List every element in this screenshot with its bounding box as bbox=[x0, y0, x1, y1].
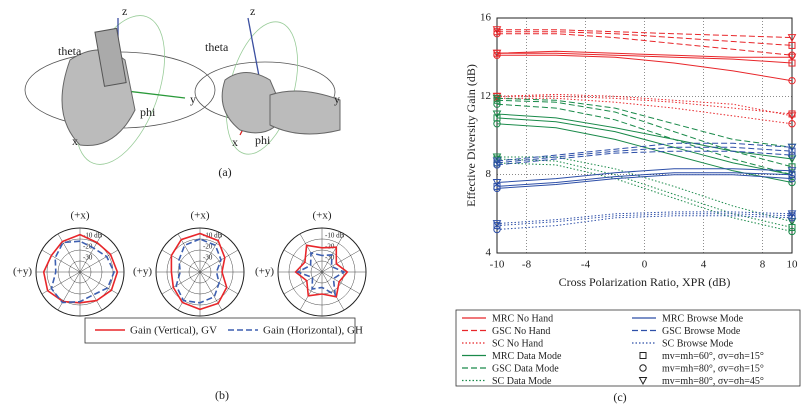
figure: zthetayphixzthetayphix(a)(b)(c)-10 dB-20… bbox=[0, 0, 802, 413]
legend-label: SC Data Mode bbox=[492, 376, 552, 387]
marker bbox=[640, 365, 646, 371]
axis-label: theta bbox=[58, 44, 82, 58]
legend-label: MRC Browse Mode bbox=[662, 313, 744, 324]
axis-label: y bbox=[334, 92, 340, 106]
polar-curve bbox=[44, 235, 118, 303]
r-tick-label: -10 dB bbox=[83, 232, 103, 240]
marker bbox=[640, 378, 647, 385]
x-tick-label: 0 bbox=[642, 259, 648, 271]
legend-label: Gain (Vertical), GV bbox=[130, 325, 217, 337]
legend-label: MRC Data Mode bbox=[492, 351, 562, 362]
x-tick-label: 4 bbox=[701, 259, 707, 271]
axis-direction: (+x) bbox=[190, 210, 209, 222]
x-tick-label: -8 bbox=[522, 259, 532, 271]
axis-direction: (+y) bbox=[255, 266, 274, 278]
axis-direction: (+x) bbox=[70, 210, 89, 222]
y-tick-label: 4 bbox=[486, 247, 492, 259]
legend-label: mv=mh=60°, σv=σh=15° bbox=[662, 351, 764, 362]
y-axis-title: Effective Diversity Gain (dB) bbox=[464, 64, 478, 207]
r-tick-label: -30 bbox=[83, 254, 93, 262]
x-tick-label: -4 bbox=[581, 259, 591, 271]
axis-label: z bbox=[122, 4, 127, 18]
axis-label: y bbox=[190, 92, 196, 106]
caption: (a) bbox=[218, 165, 231, 179]
x-tick-label: 10 bbox=[787, 259, 799, 271]
axis-label: x bbox=[72, 134, 78, 148]
axis-label: phi bbox=[140, 105, 156, 119]
legend-label: SC No Hand bbox=[492, 338, 543, 349]
r-tick-label: -30 bbox=[203, 254, 213, 262]
x-tick-label: 8 bbox=[760, 259, 766, 271]
axis-label: theta bbox=[205, 40, 229, 54]
axis-label: phi bbox=[255, 133, 271, 147]
marker bbox=[640, 353, 646, 359]
caption: (c) bbox=[613, 390, 626, 404]
series-line bbox=[497, 147, 792, 163]
caption: (b) bbox=[215, 388, 229, 402]
x-axis-title: Cross Polarization Ratio, XPR (dB) bbox=[559, 275, 731, 289]
axis-label: z bbox=[250, 4, 255, 18]
axis-direction: (+x) bbox=[312, 210, 331, 222]
r-tick-label: -10 dB bbox=[325, 232, 345, 240]
y-tick-label: 16 bbox=[480, 12, 492, 24]
y-tick-label: 12 bbox=[480, 90, 491, 102]
legend-label: MRC No Hand bbox=[492, 313, 553, 324]
legend-label: GSC No Hand bbox=[492, 326, 550, 337]
legend-label: GSC Browse Mode bbox=[662, 326, 741, 337]
axis-label: x bbox=[232, 135, 238, 149]
polar-curve bbox=[176, 239, 221, 303]
series-line bbox=[497, 55, 792, 80]
axis-direction: (+y) bbox=[13, 266, 32, 278]
legend-label: SC Browse Mode bbox=[662, 338, 734, 349]
illustration bbox=[25, 4, 340, 177]
y-tick-label: 8 bbox=[486, 168, 492, 180]
legend-label: GSC Data Mode bbox=[492, 363, 559, 374]
legend-label: mv=mh=80°, σv=σh=15° bbox=[662, 363, 764, 374]
x-tick-label: -10 bbox=[490, 259, 505, 271]
legend-label: mv=mh=80°, σv=σh=45° bbox=[662, 376, 764, 387]
axis-direction: (+y) bbox=[133, 266, 152, 278]
legend-label: Gain (Horizontal), GH bbox=[263, 325, 363, 337]
